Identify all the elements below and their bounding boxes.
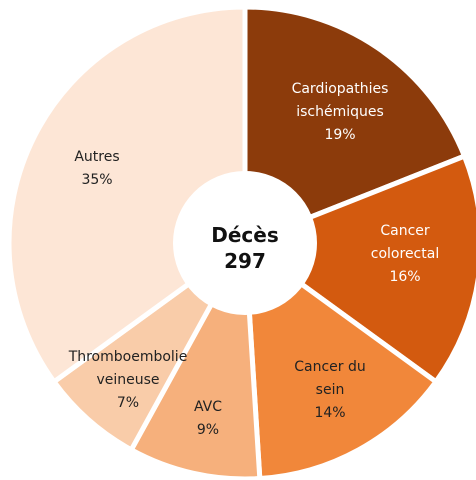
slice-label: AVC 9% xyxy=(178,396,238,442)
slice-label: Cancer colorectal 16% xyxy=(358,220,453,289)
wedge xyxy=(6,4,248,385)
category-label: Cardiopathies ischémiques xyxy=(291,81,389,120)
category-label: Autres xyxy=(74,149,120,165)
category-label: AVC xyxy=(193,399,223,415)
value-label: 14% xyxy=(314,405,346,421)
category-label: Thromboembolie veineuse xyxy=(68,349,188,388)
center-label: Décès 297 xyxy=(211,222,279,274)
wedge xyxy=(242,153,476,385)
slice-label: Cardiopathies ischémiques 19% xyxy=(270,78,410,147)
value-label: 16% xyxy=(389,269,421,285)
value-label: 9% xyxy=(196,422,220,438)
slice-label: Autres 35% xyxy=(57,146,137,192)
center-title: Décès xyxy=(211,223,279,247)
center-value: 297 xyxy=(224,249,266,273)
donut-hole xyxy=(173,171,317,315)
wedge xyxy=(242,240,439,480)
slice-label: Thromboembolie veineuse 7% xyxy=(58,346,198,415)
value-label: 19% xyxy=(324,127,356,143)
value-label: 35% xyxy=(81,172,113,188)
category-label: Cancer colorectal xyxy=(370,223,440,262)
slice-label: Cancer du sein 14% xyxy=(285,356,375,425)
category-label: Cancer du sein xyxy=(294,359,366,398)
wedge xyxy=(242,4,467,246)
value-label: 7% xyxy=(116,395,140,411)
